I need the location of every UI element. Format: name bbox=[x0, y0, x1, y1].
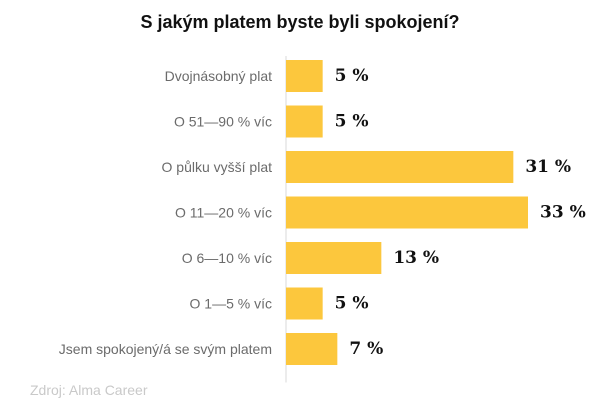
category-label-1: O 51—90 % víc bbox=[174, 114, 272, 130]
value-label-2: 31 % bbox=[525, 157, 571, 177]
value-labels: 5 % 5 % 31 % 33 % 13 % 5 % 7 % bbox=[335, 66, 586, 359]
bars-group bbox=[286, 60, 528, 365]
value-label-0: 5 % bbox=[335, 66, 369, 86]
bar-1 bbox=[286, 105, 323, 138]
bar-4 bbox=[286, 242, 382, 274]
bar-3 bbox=[286, 196, 528, 229]
category-label-4: O 6—10 % víc bbox=[182, 250, 272, 266]
value-label-6: 7 % bbox=[349, 339, 383, 359]
category-labels: Dvojnásobný plat O 51—90 % víc O půlku vyš… bbox=[59, 68, 272, 357]
source-note: Zdroj: Alma Career bbox=[30, 382, 148, 398]
bar-5 bbox=[286, 287, 323, 320]
category-label-5: O 1—5 % víc bbox=[190, 296, 272, 312]
bar-0 bbox=[286, 60, 323, 92]
bar-2 bbox=[286, 151, 514, 183]
value-label-5: 5 % bbox=[335, 294, 369, 314]
category-label-0: Dvojnásobný plat bbox=[165, 68, 273, 84]
category-label-2: O půlku vyšší plat bbox=[162, 159, 273, 175]
value-label-4: 13 % bbox=[393, 248, 439, 268]
chart-title: S jakým platem byste byli spokojení? bbox=[140, 12, 460, 32]
value-label-3: 33 % bbox=[540, 203, 586, 223]
value-label-1: 5 % bbox=[335, 112, 369, 132]
category-label-3: O 11—20 % víc bbox=[175, 205, 272, 221]
bar-6 bbox=[286, 333, 338, 365]
category-label-6: Jsem spokojený/á se svým platem bbox=[59, 341, 272, 357]
